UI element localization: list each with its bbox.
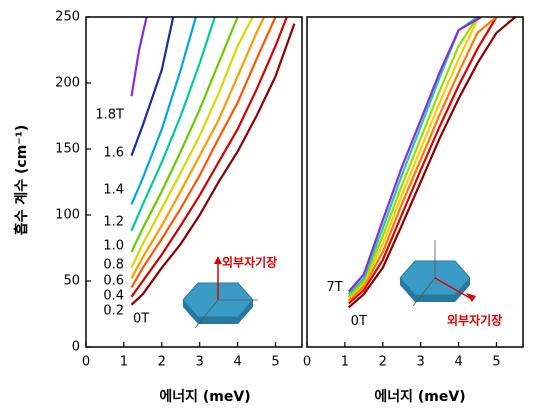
legend-label: 1.8T: [95, 108, 124, 123]
line: [347, 19, 479, 299]
line: [130, 17, 288, 298]
y-axis-label: 흡수 계수 (cm⁻¹): [13, 125, 30, 235]
x-tick-label: 1: [341, 355, 349, 370]
line: [347, 17, 498, 302]
y-tick-label: 250: [55, 10, 80, 25]
inset-right: [399, 240, 476, 307]
legend-label: 1.2: [103, 215, 124, 230]
legend-label: 0T: [351, 314, 367, 329]
legend-label: 0.8: [103, 258, 124, 273]
frame: [85, 16, 303, 348]
y-tick-label: 0: [72, 340, 80, 355]
line: [347, 17, 498, 305]
annotation: 외부자기장: [447, 313, 502, 328]
legend-label: 0T: [133, 312, 149, 327]
legend-label: 0.6: [103, 274, 124, 289]
legend-label: 0.2: [103, 304, 124, 319]
annotation: 외부자기장: [222, 255, 277, 270]
legend-label: 1.6: [103, 146, 124, 161]
x-axis-label: 에너지 (meV): [374, 389, 465, 405]
frame: [306, 16, 524, 348]
x-tick-label: 4: [454, 355, 462, 370]
panel: 0T0.20.40.60.81.01.21.41.61.8T0 1 2 3 4 50501…: [55, 10, 303, 370]
line: [130, 17, 277, 289]
line: [130, 17, 216, 232]
line: [347, 17, 479, 298]
line: [130, 17, 175, 156]
x-tick-label: 3: [417, 355, 425, 370]
legend-label: 1.4: [103, 183, 124, 198]
plot: 0T 7T: [326, 17, 517, 329]
y-tick-label: 100: [55, 208, 80, 223]
x-tick-label: 5: [492, 355, 500, 370]
plot: 0T 0.20.40.60.8 1.0 1.2 1.4 1.6 1.8T: [95, 17, 296, 327]
x-tick-label: 4: [233, 355, 241, 370]
x-tick-label: 3: [196, 355, 204, 370]
inset-left: [182, 256, 258, 329]
line: [130, 17, 254, 269]
line: [130, 17, 266, 279]
line: [130, 17, 197, 205]
panel: 0T 7T 0 1 2 3 4 5: [303, 16, 524, 370]
x-tick-label: 1: [120, 355, 128, 370]
legend-label: 1.0: [103, 239, 124, 254]
line: [130, 23, 296, 306]
y-tick-label: 200: [55, 76, 80, 91]
line: [347, 17, 517, 309]
x-tick-label: 0: [303, 355, 311, 370]
line: [130, 17, 239, 253]
x-tick-label: 2: [158, 355, 166, 370]
line: [130, 17, 148, 97]
line: [347, 17, 482, 293]
legend-label: 7T: [326, 280, 342, 295]
y-tick-label: 50: [63, 274, 80, 289]
x-axis-label: 에너지 (meV): [159, 389, 250, 405]
legend-label: 0.4: [103, 289, 124, 304]
y-tick-label: 150: [55, 142, 80, 157]
x-tick-label: 0: [82, 355, 90, 370]
x-tick-label: 5: [271, 355, 279, 370]
x-tick-label: 2: [379, 355, 387, 370]
